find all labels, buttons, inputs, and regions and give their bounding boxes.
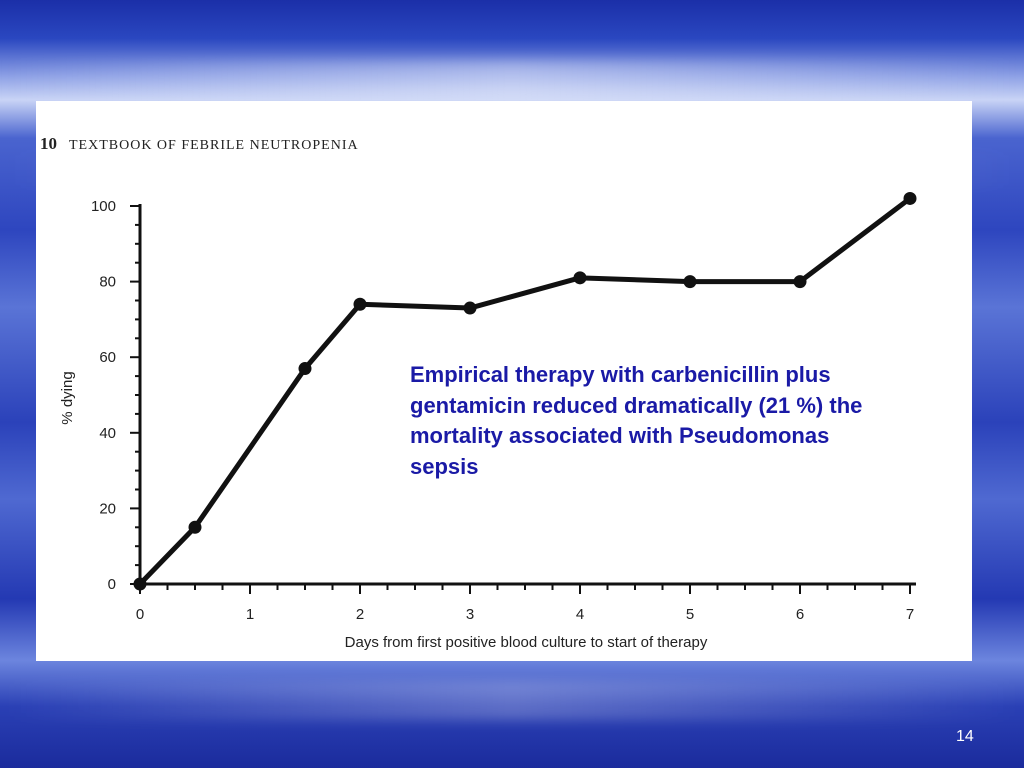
chart-points <box>133 191 917 591</box>
x-tick-label: 4 <box>576 606 584 623</box>
callout-text: Empirical therapy with carbenicillin plu… <box>410 362 863 479</box>
data-point <box>298 362 312 376</box>
y-tick-label: 20 <box>99 500 116 517</box>
chart-ticks <box>130 205 911 594</box>
data-point <box>683 275 697 289</box>
x-tick-label: 5 <box>686 606 694 623</box>
x-tick-label: 0 <box>136 606 144 623</box>
y-tick-label: 60 <box>99 349 116 366</box>
figure-panel: 10 TEXTBOOK OF FEBRILE NEUTROPENIA 0 20 40… <box>36 101 972 661</box>
data-point <box>188 520 202 534</box>
book-title: TEXTBOOK OF FEBRILE NEUTROPENIA <box>69 138 359 153</box>
data-point <box>573 271 587 285</box>
book-header: 10 TEXTBOOK OF FEBRILE NEUTROPENIA <box>40 134 359 154</box>
y-tick-label: 40 <box>99 425 116 442</box>
data-point <box>133 577 147 591</box>
x-tick-label: 1 <box>246 606 254 623</box>
data-point <box>353 297 367 311</box>
chart-tick-labels: 0 20 40 60 80 100 0 1 2 3 4 5 6 7 <box>91 198 914 623</box>
x-tick-label: 6 <box>796 606 804 623</box>
book-page-number: 10 <box>40 134 57 153</box>
y-tick-label: 0 <box>108 576 116 593</box>
x-tick-label: 2 <box>356 606 364 623</box>
data-point <box>903 191 917 205</box>
data-point <box>793 275 807 289</box>
line-chart: 0 20 40 60 80 100 0 1 2 3 4 5 6 7 Days from first pos… <box>59 191 917 651</box>
slide-number: 14 <box>956 728 974 745</box>
y-tick-label: 80 <box>99 274 116 291</box>
x-tick-label: 3 <box>466 606 474 623</box>
y-axis-label: % dying <box>59 371 76 424</box>
x-tick-label: 7 <box>906 606 914 623</box>
data-point <box>463 301 477 315</box>
y-tick-label: 100 <box>91 198 116 215</box>
x-axis-label: Days from first positive blood culture t… <box>345 634 708 651</box>
